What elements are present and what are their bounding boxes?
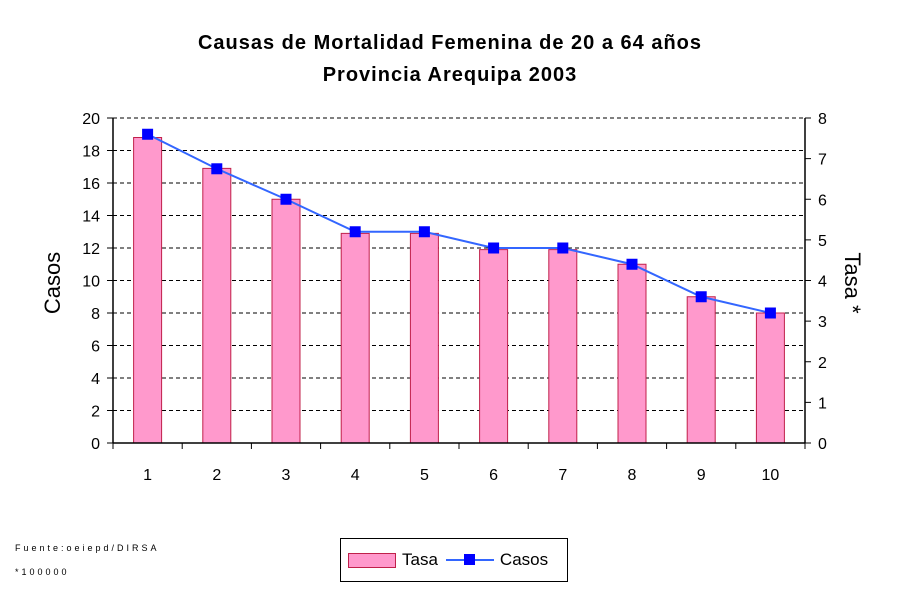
y-tick-label: 10: [82, 274, 100, 291]
point-casos-2: [211, 163, 223, 175]
bar-tasa-9: [686, 296, 716, 444]
bar-tasa-3: [271, 198, 301, 444]
line-casos: [147, 133, 771, 314]
legend-swatch-tasa: [348, 552, 396, 568]
x-tick-label: 7: [558, 467, 567, 484]
y2-tick-label: 5: [818, 233, 827, 250]
y2-tick-label: 7: [818, 152, 827, 169]
x-tick-label: 1: [143, 467, 152, 484]
x-tick-label: 2: [212, 467, 221, 484]
x-tick-label: 6: [489, 467, 498, 484]
y2-tick-label: 6: [818, 192, 827, 209]
y2-tick-label: 4: [818, 274, 827, 291]
y2-tick-label: 8: [818, 111, 827, 128]
legend-label-tasa: Tasa: [402, 550, 438, 569]
rate-footnote: *100000: [15, 567, 70, 577]
x-tick-label: 8: [628, 467, 637, 484]
source-footnote: Fuente:oeiepd/DIRSA: [15, 543, 160, 553]
line-series-casos: [142, 128, 776, 319]
y-tick-label: 12: [82, 241, 100, 258]
y-tick-label: 8: [91, 306, 100, 323]
x-tick-label: 9: [697, 467, 706, 484]
point-casos-4: [349, 226, 361, 238]
bar-tasa-2: [202, 167, 232, 444]
y-axis-title: Casos: [40, 252, 65, 314]
y-tick-label: 20: [82, 111, 100, 128]
y-tick-label: 4: [91, 371, 100, 388]
y-tick-label: 16: [82, 176, 100, 193]
x-tick-label: 10: [762, 467, 780, 484]
point-casos-9: [695, 291, 707, 303]
y-tick-label: 18: [82, 144, 100, 161]
y2-tick-label: 0: [818, 436, 827, 453]
y2-axis-title: Tasa *: [840, 252, 865, 314]
x-tick-label: 3: [282, 467, 291, 484]
y-tick-label: 0: [91, 436, 100, 453]
chart-title: Causas de Mortalidad Femenina de 20 a 64…: [198, 32, 702, 86]
legend-marker-casos: [463, 554, 475, 565]
y2-tick-label: 3: [818, 314, 827, 331]
point-casos-6: [488, 242, 500, 254]
point-casos-5: [418, 226, 430, 238]
point-casos-10: [764, 307, 776, 319]
point-casos-8: [626, 258, 638, 270]
bar-tasa-4: [340, 232, 370, 444]
point-casos-1: [142, 128, 154, 140]
bar-tasa-10: [755, 312, 785, 444]
legend: Tasa Casos: [340, 538, 568, 582]
y-tick-label: 14: [82, 209, 100, 226]
point-casos-3: [280, 193, 292, 205]
chart-title-line-1: Causas de Mortalidad Femenina de 20 a 64…: [198, 32, 702, 54]
bar-tasa-8: [617, 263, 647, 444]
bar-tasa-6: [479, 249, 509, 444]
chart-title-line-2: Provincia Arequipa 2003: [323, 64, 578, 86]
y2-tick-label: 1: [818, 395, 827, 412]
y-tick-label: 2: [91, 404, 100, 421]
axes: [107, 117, 811, 449]
point-casos-7: [557, 242, 569, 254]
bar-tasa-1: [133, 137, 163, 444]
legend-label-casos: Casos: [499, 550, 549, 569]
x-tick-label: 4: [351, 467, 360, 484]
x-tick-label: 5: [420, 467, 429, 484]
y2-tick-label: 2: [818, 355, 827, 372]
bar-tasa-5: [409, 232, 439, 444]
legend-swatch-casos: [445, 553, 494, 567]
y-tick-label: 6: [91, 339, 100, 356]
bar-tasa-7: [548, 249, 578, 444]
